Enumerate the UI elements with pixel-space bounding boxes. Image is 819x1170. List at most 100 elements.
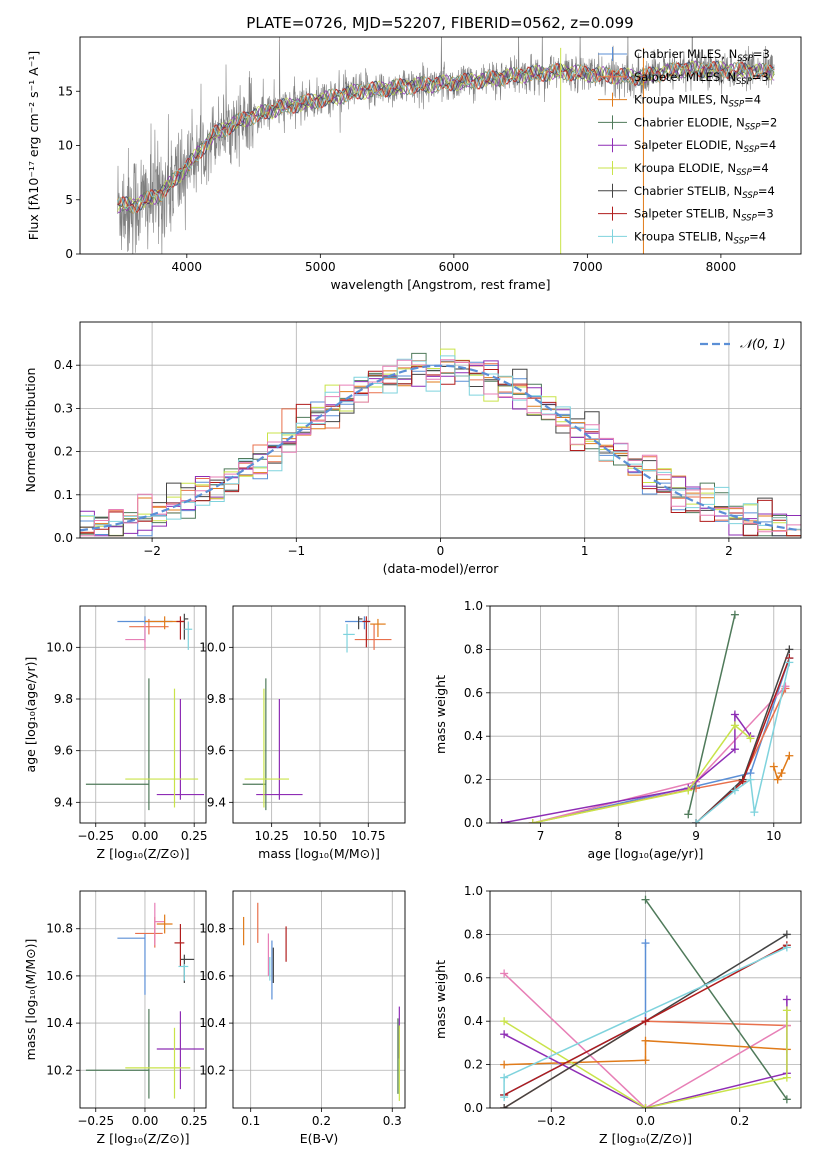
x-tick-label: −0.25 [77, 829, 114, 843]
y-tick-label: 0.2 [464, 1058, 483, 1072]
x-tick-label: 0.2 [312, 1114, 331, 1128]
y-tick-label: 0.4 [464, 1014, 483, 1028]
axes-frame [79, 605, 207, 824]
legend-subscript: SSP [744, 145, 760, 155]
x-axis-label: (data-model)/error [383, 561, 500, 576]
axes-frame [232, 890, 406, 1109]
model-line-5 [117, 61, 775, 212]
legend-name: Chabrier STELIB, N [634, 184, 742, 198]
legend-name: Kroupa ELODIE, N [634, 161, 736, 175]
x-tick-label: 0.25 [181, 829, 208, 843]
axes-frame [232, 605, 406, 824]
mass-vs-ebv-plot-area [243, 902, 400, 1101]
hist-series-9 [80, 359, 801, 538]
errorbar-point-2 [154, 902, 165, 946]
errorbar-point-7 [362, 616, 371, 648]
x-tick-label: 8000 [706, 260, 737, 274]
y-tick-label: 10.2 [199, 1063, 226, 1077]
errorbar-point-4 [85, 1008, 150, 1099]
legend-name: Salpeter STELIB, N [634, 207, 741, 221]
legend-name: Chabrier MILES, N [634, 47, 737, 61]
y-tick-label: 10 [58, 139, 73, 153]
errorbar-point-0 [117, 933, 146, 995]
y-axis-label: mass weight [433, 675, 448, 754]
mass-weight-vs-Z-plot-area [500, 895, 791, 1108]
y-tick-label: 0.3 [54, 401, 73, 415]
errorbar-point-2 [370, 618, 386, 637]
y-tick-label: 0.4 [54, 358, 73, 372]
legend-name: Salpeter MILES, N [634, 70, 736, 84]
x-tick-label: 5000 [305, 260, 336, 274]
y-tick-label: 15 [58, 84, 73, 98]
x-tick-label: 7000 [572, 260, 603, 274]
errorbar-point-9 [184, 621, 193, 650]
gaussian-curve [80, 364, 801, 532]
legend-value: =2 [760, 115, 777, 129]
legend-subscript: SSP [737, 54, 753, 64]
model-line-7 [117, 60, 775, 213]
axes-frame [489, 605, 802, 824]
x-tick-label: 10.25 [254, 829, 288, 843]
x-tick-label: 10.50 [303, 829, 337, 843]
y-tick-label: 0.0 [464, 1101, 483, 1115]
y-tick-label: 0.8 [464, 642, 483, 656]
y-tick-label: 10.4 [46, 1016, 73, 1030]
legend-value: =3 [753, 47, 770, 61]
errorbar-point-8 [174, 924, 185, 967]
weight-line-0 [532, 657, 791, 823]
x-tick-label: 0.25 [181, 1114, 208, 1128]
legend-label-6: Chabrier STELIB, NSSP=4 [634, 184, 775, 201]
age-vs-mass-plot-area [242, 616, 392, 811]
y-tick-label: 9.6 [207, 744, 226, 758]
legend-name: Salpeter ELODIE, N [634, 138, 744, 152]
x-tick-label: 2 [725, 544, 733, 558]
axes-frame [79, 36, 802, 255]
mass-vs-ebv-panel: 0.1 0.2 0.3 10.2 10.4 10.6 10.8 E(B-V) [199, 890, 406, 1146]
legend-label-2: Kroupa MILES, NSSP=4 [634, 93, 761, 110]
errorbar-point-3 [156, 914, 173, 934]
y-tick-label: 0.1 [54, 488, 73, 502]
figure-title: PLATE=0726, MJD=52207, FIBERID=0562, z=0… [246, 14, 633, 32]
y-tick-label: 10.0 [199, 640, 226, 654]
legend-gaussian-label: 𝒩(0, 1) [740, 336, 786, 351]
legend-subscript: SSP [742, 191, 758, 201]
errorbar-point-4 [85, 678, 150, 811]
x-tick-label: 10 [766, 829, 781, 843]
legend-subscript: SSP [745, 122, 761, 132]
legend-value: =4 [752, 161, 769, 175]
hist-plot-area [80, 348, 801, 538]
spectrum-plot-area [117, 37, 775, 254]
y-tick-label: 1.0 [464, 884, 483, 898]
mass-weight-vs-age-panel: 7 8 9 10 0.0 0.2 0.4 0.6 0.8 1.0 age [log₁₀(age/yr… [433, 599, 802, 861]
mass-weight-vs-age-plot-area [497, 610, 794, 823]
legend-name: Kroupa STELIB, N [634, 229, 734, 243]
y-tick-label: 10.0 [46, 640, 73, 654]
errorbar-point-6 [125, 688, 199, 808]
x-axis-label: Z [log₁₀(Z/Z⊙)] [599, 1131, 692, 1146]
y-tick-label: 9.6 [54, 744, 73, 758]
hist-series-8 [80, 355, 801, 538]
errorbar-point-5 [156, 1011, 205, 1090]
x-tick-label: 0.00 [132, 829, 159, 843]
weight-line-2 [503, 972, 788, 1108]
model-line-8 [117, 61, 775, 214]
y-axis-label: mass weight [433, 960, 448, 1039]
y-axis-label: Normed distribution [23, 368, 38, 493]
weight-line-4 [644, 899, 788, 1100]
errorbar-point-1 [354, 624, 392, 650]
x-axis-label: wavelength [Angstrom, rest frame] [330, 277, 550, 292]
x-tick-label: 0.3 [383, 1114, 402, 1128]
legend-value: =4 [744, 93, 761, 107]
errorbar-point-8 [343, 624, 355, 653]
mass-vs-Z-plot-area [85, 902, 205, 1099]
x-tick-label: −1 [287, 544, 305, 558]
legend-subscript: SSP [741, 214, 757, 224]
y-tick-label: 0.8 [464, 927, 483, 941]
x-tick-label: 0.2 [730, 1114, 749, 1128]
legend-name: Chabrier ELODIE, N [634, 115, 745, 129]
legend-label-5: Kroupa ELODIE, NSSP=4 [634, 161, 769, 178]
residuals-panel: −2 −1 0 1 2 0.0 0.1 0.2 0.3 0.4 (data-model)/error… [23, 321, 802, 576]
errorbar-point-6 [358, 616, 363, 630]
y-tick-label: 10.6 [46, 969, 73, 983]
